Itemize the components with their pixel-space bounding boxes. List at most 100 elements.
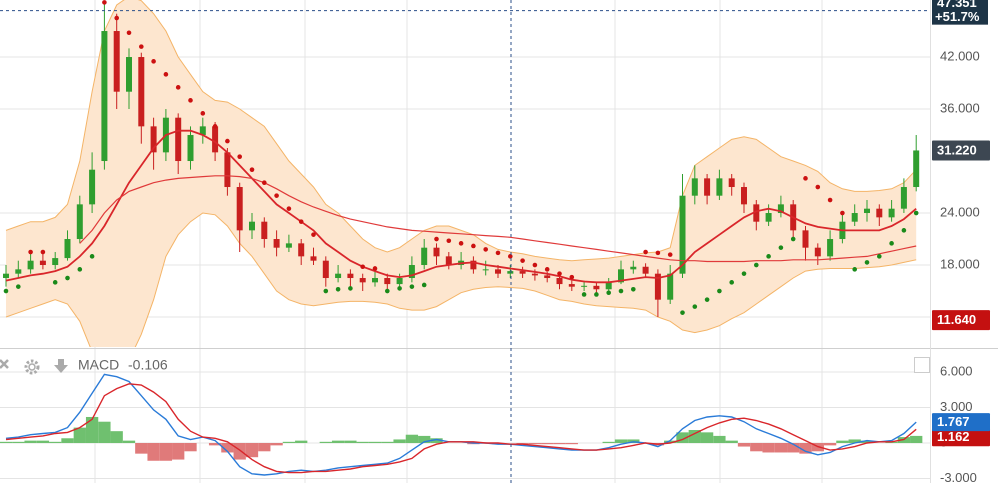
histogram-bar: [147, 443, 160, 461]
candle-body: [630, 266, 637, 270]
sar-dot: [508, 254, 513, 259]
price-label: 1.767: [937, 414, 970, 429]
sar-dot: [114, 15, 119, 21]
sar-dot: [262, 180, 267, 185]
macd-toolbar: MACD -0.106: [0, 357, 930, 375]
sar-dot: [52, 280, 58, 285]
sar-dot: [3, 288, 9, 294]
candle-body: [888, 208, 895, 218]
y-tick-label: 3.000: [940, 399, 973, 414]
indicator-line: [5, 383, 917, 474]
histogram-bar: [823, 443, 837, 446]
histogram-bar: [799, 443, 812, 454]
sar-dot: [852, 267, 857, 272]
sar-dot: [323, 288, 329, 294]
sar-dot: [827, 197, 833, 203]
candle-body: [568, 284, 575, 287]
histogram-bar: [61, 438, 74, 444]
sar-dot: [212, 124, 218, 129]
sar-dot: [163, 72, 169, 77]
candle-body: [642, 266, 649, 274]
histogram-bar: [233, 443, 246, 460]
indicator-line: [5, 129, 917, 284]
histogram-bar: [836, 440, 849, 444]
candle-body: [654, 273, 661, 300]
candle-body: [150, 126, 157, 153]
candle-body: [581, 285, 588, 287]
histogram-bar: [405, 434, 419, 444]
sar-dot: [618, 288, 624, 294]
sar-dot: [397, 286, 402, 291]
sar-dot: [704, 297, 710, 302]
histogram-bar: [725, 440, 738, 444]
histogram-bar: [0, 441, 13, 444]
candle-body: [175, 117, 182, 162]
histogram-bar: [614, 439, 628, 444]
sar-dot: [532, 262, 538, 268]
sar-dot: [360, 264, 366, 270]
candle-body: [138, 57, 145, 127]
candle-body: [667, 273, 674, 300]
candle-body: [261, 221, 268, 240]
sar-dot: [409, 284, 415, 289]
settings-icon[interactable]: [24, 359, 40, 375]
sar-dot: [631, 286, 636, 292]
candle-body: [507, 271, 514, 274]
histogram-bar: [528, 443, 542, 445]
sar-dot: [286, 206, 292, 211]
candle-body: [433, 247, 440, 257]
histogram-bar: [98, 421, 111, 444]
price-label: 1.162: [937, 429, 970, 444]
price-label-box: [932, 310, 990, 331]
sar-dot: [840, 210, 845, 216]
sar-dot: [274, 193, 279, 198]
sar-dot: [434, 236, 439, 242]
candle-body: [728, 178, 735, 188]
sar-dot: [372, 266, 378, 271]
candle-body: [876, 208, 883, 218]
histogram-bar: [688, 429, 701, 444]
histogram-bar: [73, 427, 86, 444]
sar-dot: [877, 254, 882, 259]
candle-body: [716, 178, 723, 196]
sar-dot: [643, 249, 648, 255]
histogram-bar: [122, 440, 136, 444]
sar-dot: [741, 271, 747, 276]
candle-body: [691, 178, 698, 196]
histogram-bar: [258, 443, 271, 452]
candle-body: [27, 260, 34, 270]
sar-dot: [913, 210, 919, 216]
move-down-icon[interactable]: [54, 359, 68, 373]
histogram-bar: [245, 443, 259, 458]
y-tick-label: 36.000: [940, 100, 980, 115]
candle-body: [704, 178, 711, 196]
sar-dot: [225, 138, 230, 144]
close-icon[interactable]: [0, 359, 9, 369]
sar-dot: [778, 245, 784, 250]
candle-body: [249, 221, 255, 231]
histogram-bar: [381, 441, 394, 444]
histogram-bar: [664, 440, 677, 444]
histogram-bar: [49, 441, 62, 444]
sar-dot: [188, 98, 193, 103]
histogram-bar: [700, 432, 714, 444]
crosshair-label-box: [932, 0, 988, 25]
sar-dot: [175, 85, 181, 90]
price-plot: [3, 0, 920, 347]
macd-plot: [0, 373, 923, 476]
candle-body: [814, 247, 821, 257]
sar-dot: [458, 241, 464, 246]
checkbox[interactable]: [914, 357, 930, 373]
candle-body: [519, 271, 526, 274]
histogram-bar: [602, 441, 615, 444]
candle-body: [359, 278, 366, 283]
candle-body: [212, 126, 219, 153]
histogram-bar: [848, 439, 861, 444]
candle-body: [126, 57, 132, 92]
candle-body: [777, 204, 784, 214]
candle-body: [495, 269, 501, 274]
histogram-bar: [12, 441, 25, 444]
candle-body: [544, 275, 551, 279]
sar-dot: [28, 249, 33, 255]
